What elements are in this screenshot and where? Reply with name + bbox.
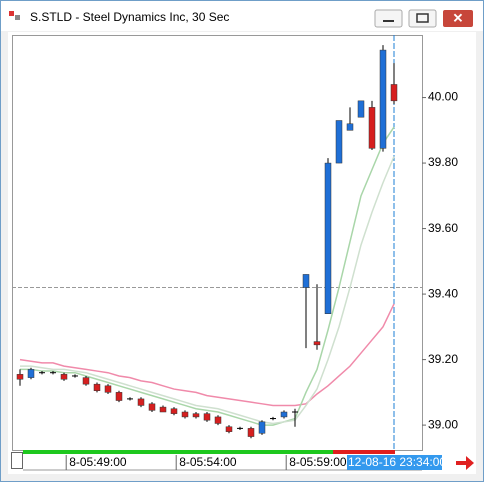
candle-body: [60, 374, 68, 380]
window-title: S.STLD - Steel Dynamics Inc, 30 Sec: [30, 10, 229, 24]
candle-body: [247, 428, 255, 437]
candle-body: [302, 274, 310, 288]
y-tick-label: 39.00: [428, 417, 458, 431]
moving-average: [20, 156, 395, 425]
candle-body: [313, 341, 321, 346]
app-icon: [9, 11, 14, 16]
candle-body: [203, 413, 211, 421]
candle-body: [280, 411, 288, 418]
candle-body: [93, 383, 101, 391]
candle-body: [346, 123, 354, 131]
candle-body: [104, 385, 112, 393]
candle-body: [225, 426, 233, 432]
scroll-right-arrow[interactable]: [456, 456, 474, 470]
candle-body: [148, 403, 156, 411]
candle-body: [390, 84, 398, 102]
candle-body: [258, 421, 266, 434]
candle-body: [137, 398, 145, 406]
close-icon: ✕: [453, 10, 464, 25]
y-tick-label: 40.00: [428, 90, 458, 104]
x-tick-label: 8-05:54:00: [179, 455, 237, 469]
maximize-icon: [416, 13, 429, 23]
candle-body: [192, 413, 200, 418]
candle-body: [159, 406, 167, 413]
session-bar: [333, 450, 395, 454]
cursor-label-bg: [347, 455, 442, 470]
y-tick-label: 39.60: [428, 221, 458, 235]
y-tick-label: 39.80: [428, 155, 458, 169]
cursor-label: 12-08-16 23:34:00: [348, 455, 446, 469]
app-icon: [15, 15, 20, 20]
close-button[interactable]: [443, 10, 473, 27]
y-tick-label: 39.20: [428, 352, 458, 366]
maximize-button[interactable]: [408, 9, 437, 28]
x-tick-label: 8-05:59:00: [289, 455, 347, 469]
session-bar: [23, 450, 333, 454]
candle-body: [170, 408, 178, 414]
candle-body: [357, 100, 365, 118]
minimize-button[interactable]: [374, 9, 403, 28]
moving-average: [20, 126, 395, 426]
candle-body: [379, 49, 387, 149]
candle-body: [115, 392, 123, 401]
candle-body: [16, 374, 24, 380]
y-tick-label: 39.40: [428, 286, 458, 300]
x-tick-label: 8-05:49:00: [69, 455, 127, 469]
candle-body: [368, 107, 376, 149]
plot-area: [12, 35, 423, 451]
candle-body: [324, 162, 332, 314]
candle-body: [214, 416, 222, 424]
candle-body: [82, 377, 90, 385]
candle-body: [181, 411, 189, 418]
title-bar: [1, 1, 483, 31]
candle-body: [27, 369, 35, 378]
moving-average: [19, 303, 395, 407]
candle-body: [335, 120, 343, 164]
scroll-box[interactable]: [11, 452, 23, 469]
